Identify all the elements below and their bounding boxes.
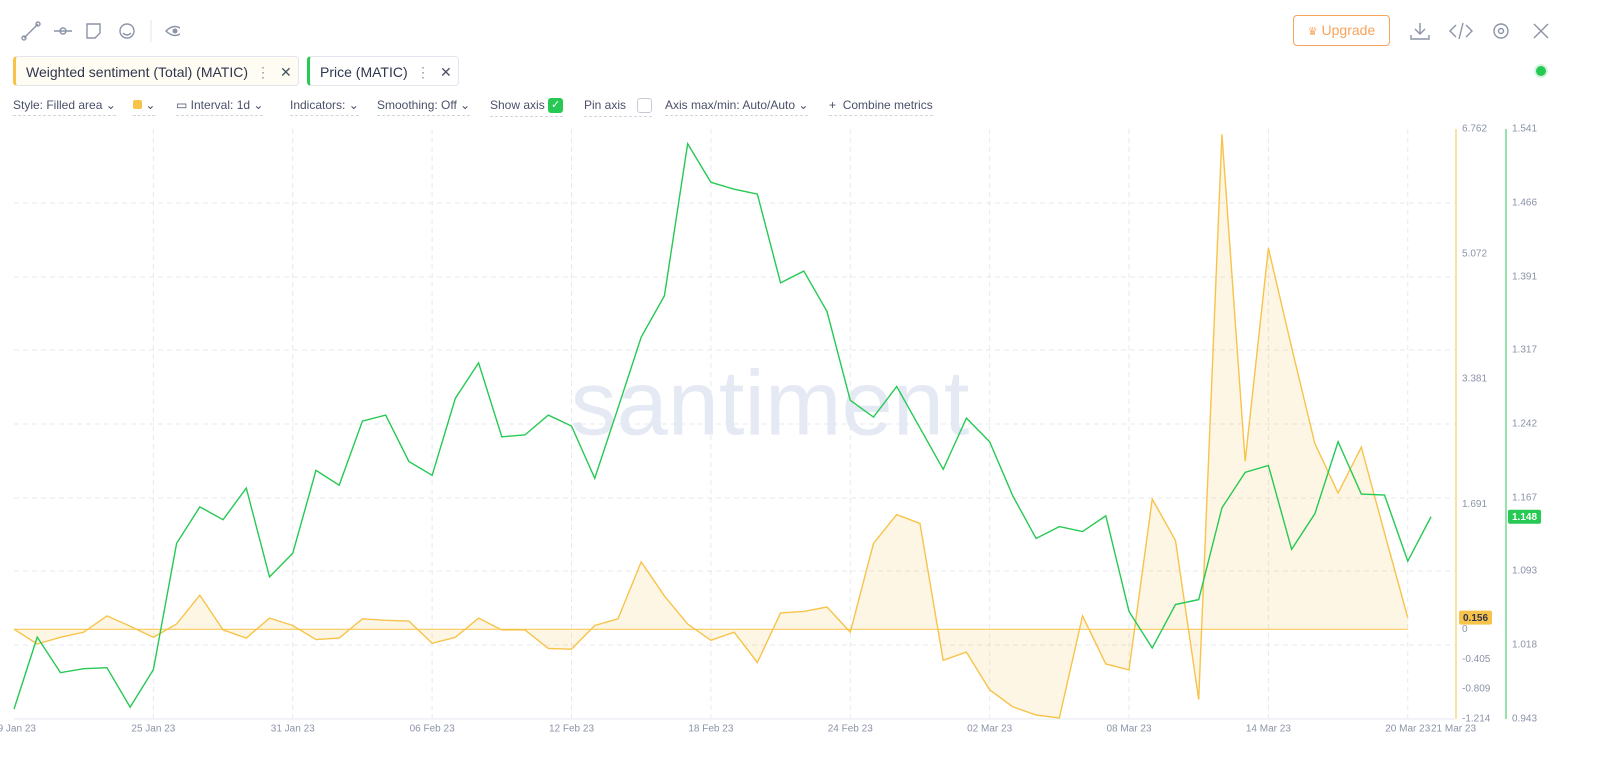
y-tick-label: 6.762 xyxy=(1462,124,1487,135)
status-dot xyxy=(1536,66,1546,76)
last-value-label: 1.148 xyxy=(1512,512,1537,523)
x-tick-label: 12 Feb 23 xyxy=(549,724,594,735)
x-tick-label: 31 Jan 23 xyxy=(271,724,315,735)
x-tick-label: 18 Feb 23 xyxy=(688,724,733,735)
y-tick-label: 5.072 xyxy=(1462,249,1487,260)
y-tick-label: 3.381 xyxy=(1462,374,1487,385)
option-label: Show axis xyxy=(490,98,545,112)
y2-tick-label: 1.466 xyxy=(1512,198,1537,209)
option-label: Style: Filled area xyxy=(13,98,103,112)
last-value-badge xyxy=(1508,509,1541,524)
y2-tick-label: 1.093 xyxy=(1512,566,1537,577)
series-line xyxy=(13,134,1409,719)
option-label: Indicators: xyxy=(290,98,346,112)
x-tick-label: 21 Mar 23 xyxy=(1431,724,1476,735)
x-tick-label: 08 Mar 23 xyxy=(1107,724,1152,735)
upgrade-button[interactable]: ♛ Upgrade xyxy=(1293,15,1390,46)
metric-name: Price (MATIC) xyxy=(320,64,408,80)
x-tick-label: 06 Feb 23 xyxy=(410,724,455,735)
metric-chip[interactable]: Weighted sentiment (Total) (MATIC) ⋮ ✕ xyxy=(13,56,299,86)
y2-tick-label: 1.391 xyxy=(1512,272,1537,283)
last-value-label: 0.156 xyxy=(1463,613,1488,624)
y-tick-label: 1.691 xyxy=(1462,499,1487,510)
option-label: Combine metrics xyxy=(842,98,933,112)
drawing-tools[interactable] xyxy=(20,20,180,42)
style-option[interactable]: Style: Filled area ⌄ xyxy=(13,98,116,116)
y-tick-label: -0.809 xyxy=(1462,684,1491,695)
x-tick-label: 14 Mar 23 xyxy=(1246,724,1291,735)
pin-axis-option[interactable]: Pin axis xyxy=(584,98,653,118)
x-tick-label: 19 Jan 23 xyxy=(0,724,36,735)
y-tick-label: -0.405 xyxy=(1462,654,1491,665)
metric-chip[interactable]: Price (MATIC) ⋮ ✕ xyxy=(307,56,459,86)
x-tick-label: 24 Feb 23 xyxy=(828,724,873,735)
option-label: Axis max/min: Auto/Auto xyxy=(665,98,796,112)
option-label: Smoothing: Off xyxy=(377,98,457,112)
option-label: Pin axis xyxy=(584,98,627,112)
smoothing-option[interactable]: Smoothing: Off ⌄ xyxy=(377,98,471,116)
y2-tick-label: 1.242 xyxy=(1512,419,1537,430)
option-label: Interval: 1d xyxy=(190,98,251,112)
y2-tick-label: 1.167 xyxy=(1512,493,1537,504)
series-line xyxy=(13,141,1432,710)
show-axis-option[interactable]: Show axis ✓ xyxy=(490,98,564,118)
window-tools[interactable] xyxy=(1408,20,1553,42)
indicators-option[interactable]: Indicators: ⌄ xyxy=(290,98,359,116)
y2-tick-label: 1.317 xyxy=(1512,345,1537,356)
y-tick-label: -1.214 xyxy=(1462,714,1491,725)
last-value-badge xyxy=(1459,610,1492,625)
y2-tick-label: 1.018 xyxy=(1512,640,1537,651)
x-tick-label: 25 Jan 23 xyxy=(131,724,175,735)
x-tick-label: 20 Mar 23 xyxy=(1385,724,1430,735)
x-tick-label: 02 Mar 23 xyxy=(967,724,1012,735)
upgrade-label: Upgrade xyxy=(1321,22,1376,38)
axis-minmax-option[interactable]: Axis max/min: Auto/Auto ⌄ xyxy=(665,98,809,116)
y2-tick-label: 1.541 xyxy=(1512,124,1537,135)
metric-name: Weighted sentiment (Total) (MATIC) xyxy=(26,64,248,80)
color-option[interactable]: ⌄ xyxy=(133,98,156,116)
combine-option[interactable]: + Combine metrics xyxy=(829,98,933,116)
interval-option[interactable]: ▭ Interval: 1d ⌄ xyxy=(176,98,264,116)
y2-tick-label: 0.943 xyxy=(1512,714,1537,725)
watermark: santiment xyxy=(571,352,970,454)
y-tick-label: 0 xyxy=(1462,624,1468,635)
